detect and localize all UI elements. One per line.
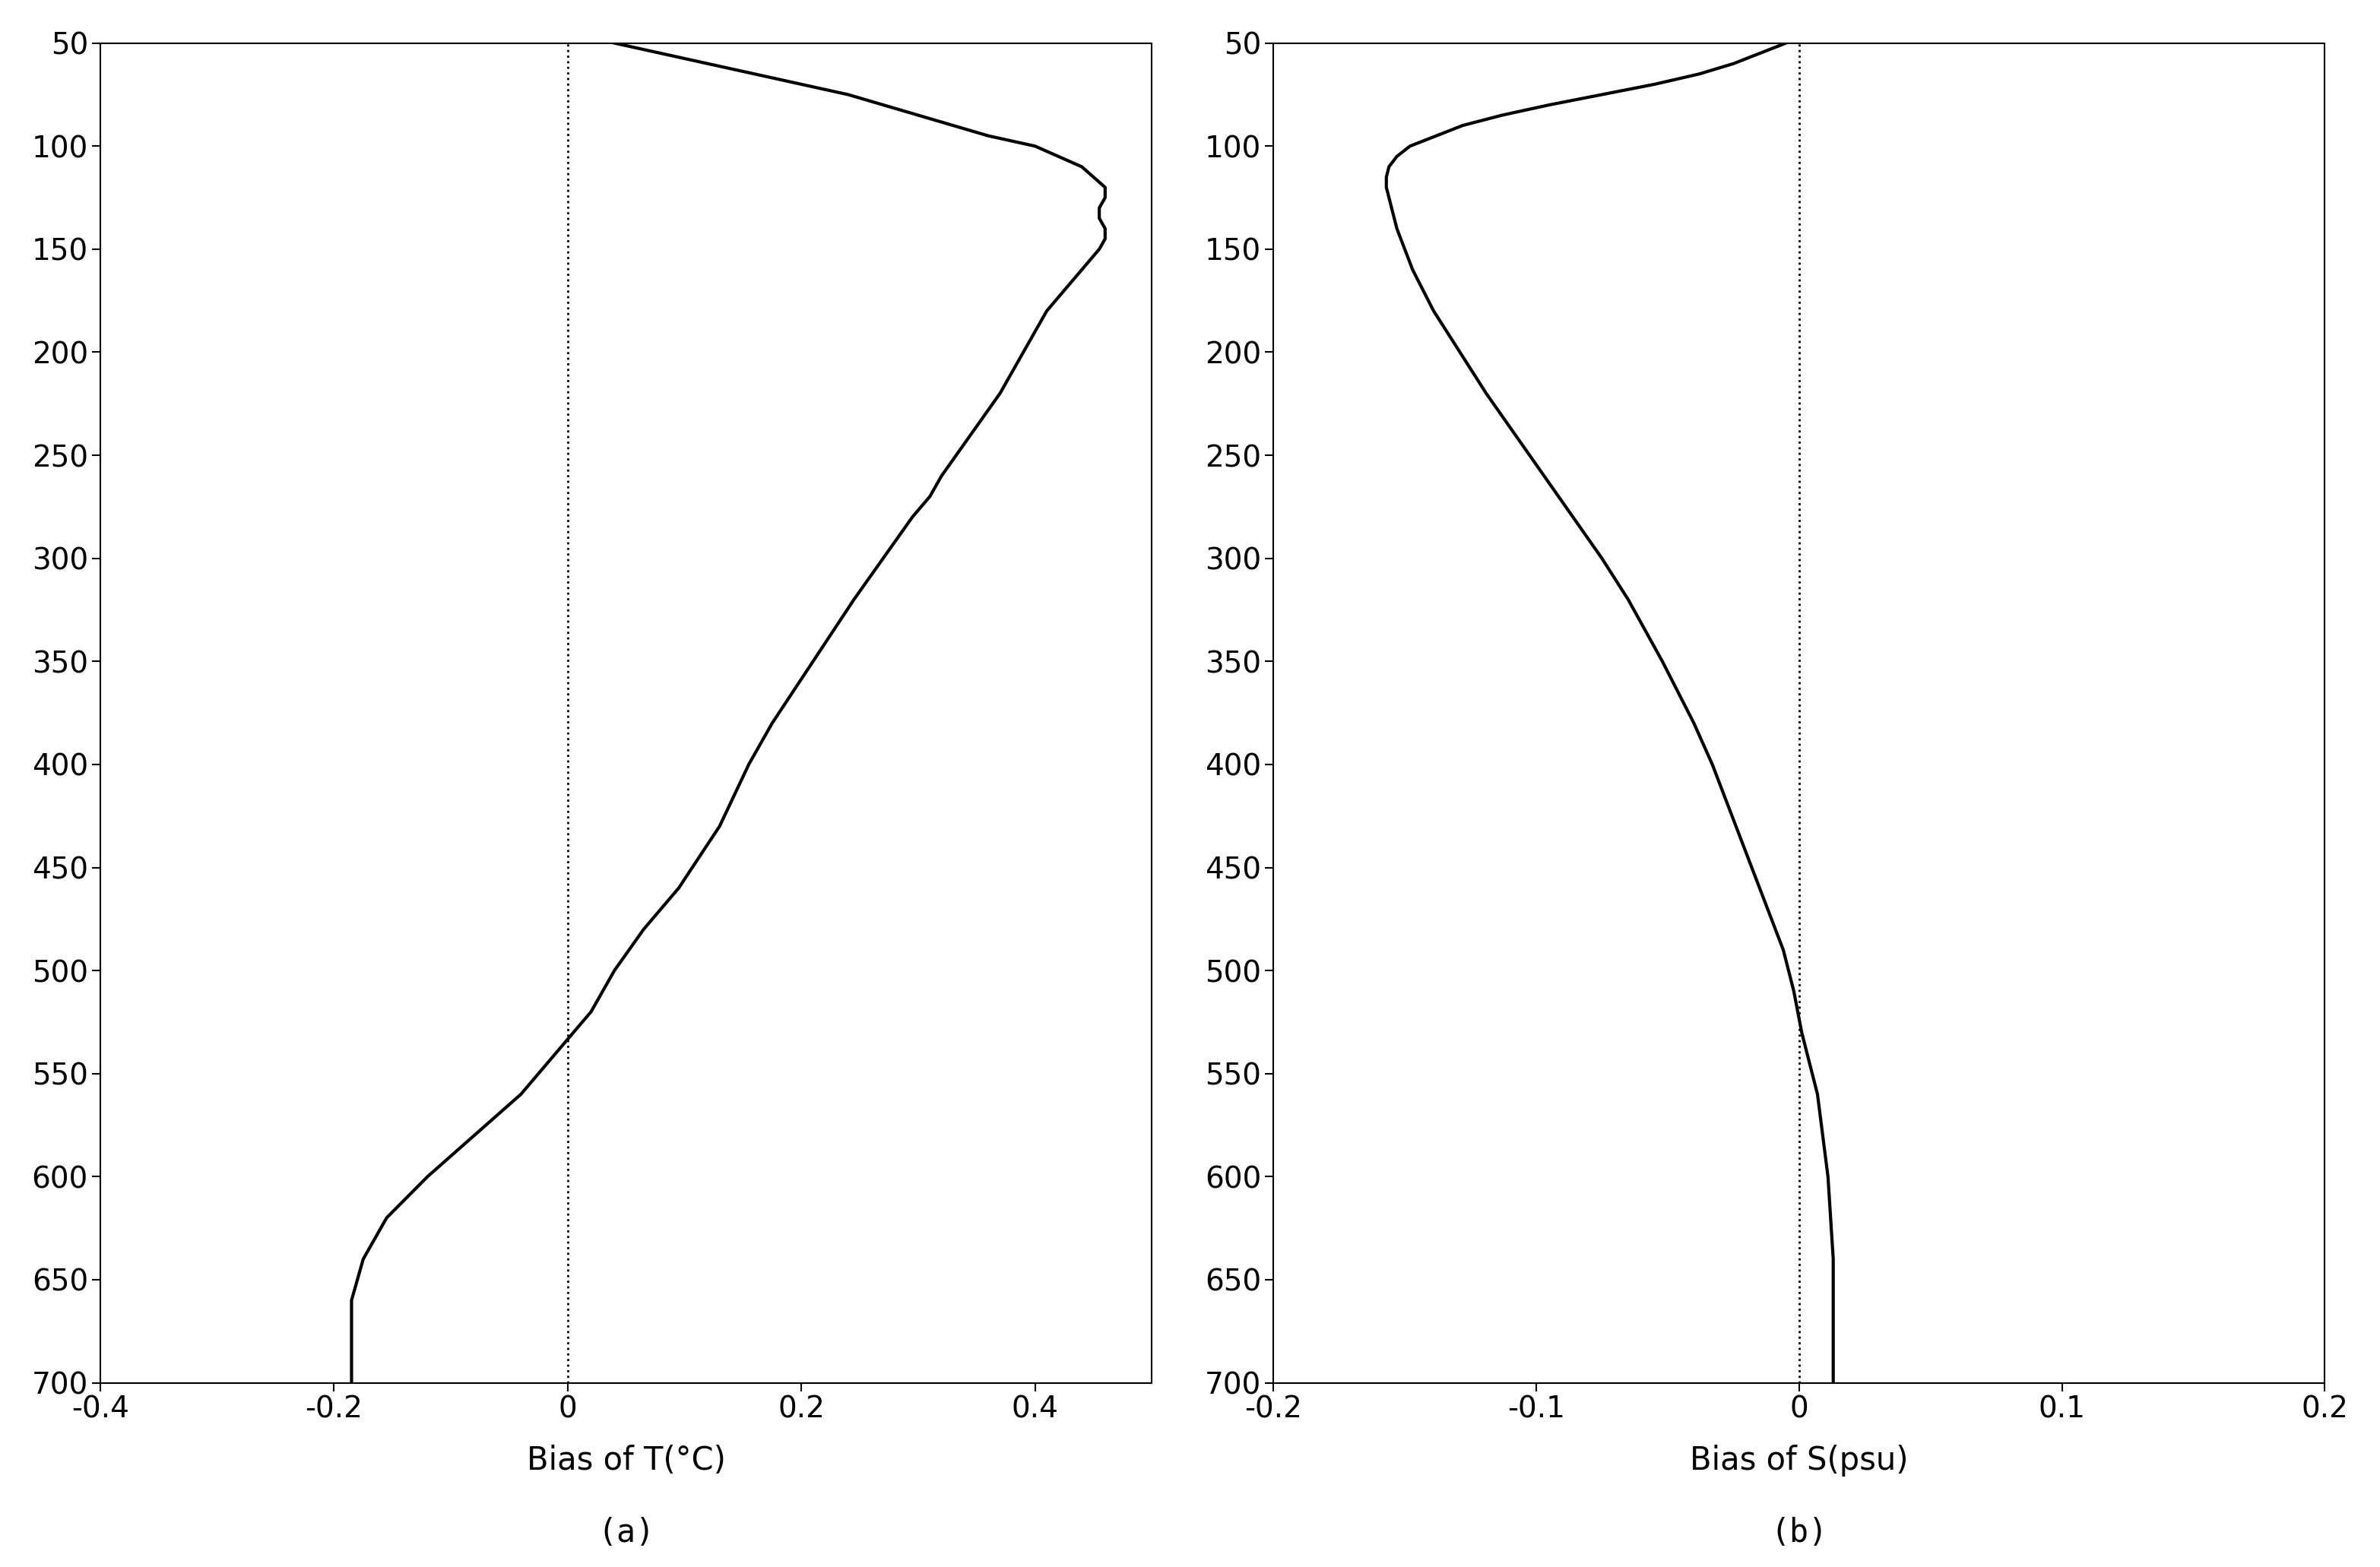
X-axis label: Bias of T(°C): Bias of T(°C) bbox=[526, 1445, 726, 1476]
Text: (b): (b) bbox=[1771, 1517, 1828, 1548]
Text: (a): (a) bbox=[597, 1517, 654, 1548]
X-axis label: Bias of S(psu): Bias of S(psu) bbox=[1690, 1445, 1909, 1476]
